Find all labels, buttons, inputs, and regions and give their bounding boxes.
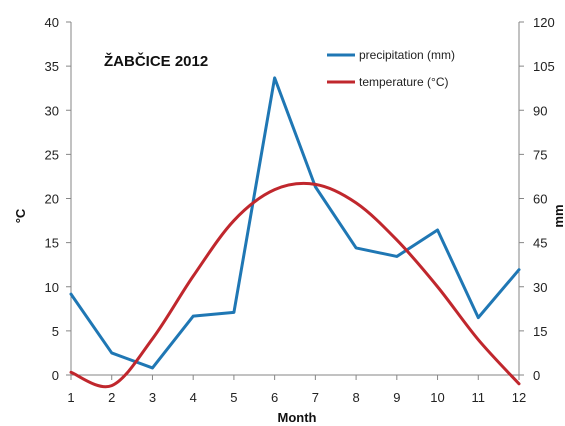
x-tick-label-3: 4: [190, 390, 197, 405]
right-y-tick-label-0: 0: [533, 368, 540, 383]
x-tick-label-6: 7: [312, 390, 319, 405]
x-tick-label-7: 8: [352, 390, 359, 405]
x-tick-label-0: 1: [67, 390, 74, 405]
right-y-tick-label-1: 15: [533, 324, 547, 339]
legend-label-temperature: temperature (°C): [359, 75, 449, 89]
series-line-precipitation: [69, 76, 521, 370]
left-y-tick-label-5: 25: [45, 147, 59, 162]
chart-axes: [70, 22, 520, 376]
x-tick-label-1: 2: [108, 390, 115, 405]
right-y-tick-label-4: 60: [533, 192, 547, 207]
legend: precipitation (mm) temperature (°C): [327, 48, 455, 89]
left-y-tick-label-7: 35: [45, 59, 59, 74]
chart-title: ŽABČICE 2012: [104, 52, 208, 70]
x-axis-title: Month: [278, 410, 317, 425]
x-ticks: 1 2 3 4 5 6 7 8 9 10 11 12: [67, 375, 526, 405]
right-y-tick-label-8: 120: [533, 15, 555, 30]
left-y-axis-title: °C: [13, 208, 28, 223]
right-y-tick-label-5: 75: [533, 147, 547, 162]
x-tick-label-9: 10: [430, 390, 444, 405]
left-y-tick-label-3: 15: [45, 236, 59, 251]
x-tick-label-11: 12: [512, 390, 526, 405]
left-y-tick-label-0: 0: [52, 368, 59, 383]
x-tick-label-10: 11: [472, 390, 486, 405]
left-y-tick-label-4: 20: [45, 192, 59, 207]
right-y-axis-title: mm: [551, 204, 565, 227]
x-tick-label-5: 6: [271, 390, 278, 405]
legend-label-precipitation: precipitation (mm): [359, 48, 455, 62]
left-y-tick-label-8: 40: [45, 15, 59, 30]
left-y-ticks: 0 5 10 15 20 25 30 35 40: [45, 15, 71, 383]
right-y-ticks: 0 15 30 45 60 75 90 105 120: [519, 15, 555, 383]
right-y-tick-label-2: 30: [533, 280, 547, 295]
left-y-tick-label-6: 30: [45, 103, 59, 118]
right-y-tick-label-3: 45: [533, 236, 547, 251]
right-y-tick-label-7: 105: [533, 59, 555, 74]
left-y-tick-label-1: 5: [52, 324, 59, 339]
left-y-tick-label-2: 10: [45, 280, 59, 295]
x-tick-label-2: 3: [149, 390, 156, 405]
x-tick-label-4: 5: [230, 390, 237, 405]
series-layer: [69, 76, 521, 389]
series-line-temperature: [69, 181, 521, 389]
x-tick-label-8: 9: [393, 390, 400, 405]
right-y-tick-label-6: 90: [533, 103, 547, 118]
